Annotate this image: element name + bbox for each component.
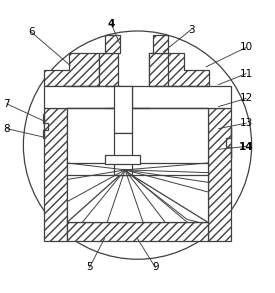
Text: 10: 10 xyxy=(240,42,253,52)
Polygon shape xyxy=(44,53,99,86)
Polygon shape xyxy=(43,113,48,138)
Bar xyxy=(148,53,168,86)
Text: 9: 9 xyxy=(152,263,159,272)
Text: 5: 5 xyxy=(86,263,93,272)
Bar xyxy=(114,86,132,133)
Bar xyxy=(104,35,120,53)
Polygon shape xyxy=(226,127,231,158)
Bar xyxy=(44,108,67,241)
Bar xyxy=(208,108,231,241)
Text: 8: 8 xyxy=(4,124,10,134)
Bar xyxy=(114,133,132,176)
Bar xyxy=(67,108,208,222)
Text: 13: 13 xyxy=(240,118,253,128)
Bar xyxy=(104,155,140,164)
Text: 4: 4 xyxy=(108,19,115,29)
Bar xyxy=(99,53,118,86)
Text: 11: 11 xyxy=(240,69,253,79)
Bar xyxy=(44,86,231,108)
Polygon shape xyxy=(148,53,209,86)
Text: 14: 14 xyxy=(239,142,254,151)
Text: 6: 6 xyxy=(28,27,35,38)
Bar xyxy=(153,35,168,53)
Text: 7: 7 xyxy=(4,99,10,109)
Text: 12: 12 xyxy=(240,93,253,103)
Text: 3: 3 xyxy=(188,25,194,35)
Bar xyxy=(67,222,208,241)
